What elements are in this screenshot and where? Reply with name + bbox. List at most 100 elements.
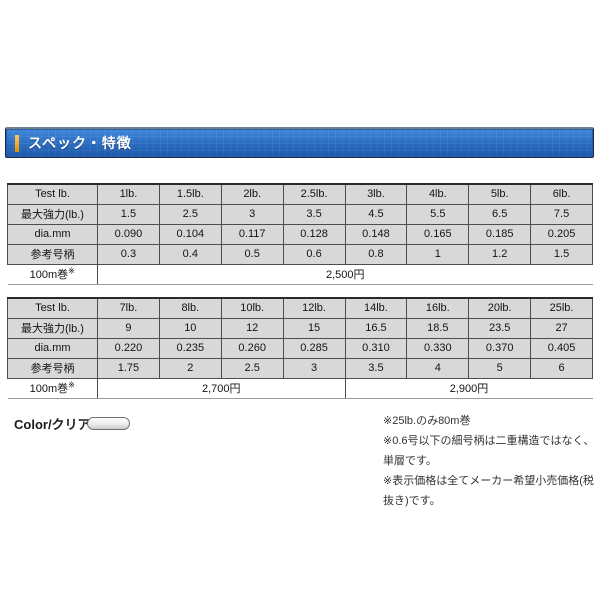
spec-cell: 1.5 <box>530 243 593 265</box>
spec-row-reference-size: 参考号柄 0.3 0.4 0.5 0.6 0.8 1 1.2 1.5 <box>7 243 593 265</box>
spec-cell: 3.5 <box>344 357 408 379</box>
spec-cell: 4.5 <box>344 203 408 225</box>
price-value: 2,500円 <box>97 263 593 285</box>
spec-cell: 10 <box>158 317 222 339</box>
spec-cell: 15 <box>282 317 346 339</box>
spec-cell: 10lb. <box>220 297 284 319</box>
spec-cell: 16.5 <box>344 317 408 339</box>
spec-cell: 0.185 <box>468 223 532 245</box>
spec-cell: 0.117 <box>220 223 284 245</box>
spec-cell: 0.235 <box>158 337 222 359</box>
price-row: 100m巻※ 2,500円 <box>7 263 593 285</box>
spec-cell: 0.8 <box>344 243 408 265</box>
price-row-label: 100m巻※ <box>7 377 98 399</box>
spec-cell: 8lb. <box>158 297 222 319</box>
spec-row-test-lb: Test lb. 7lb. 8lb. 10lb. 12lb. 14lb. 16l… <box>7 297 593 319</box>
footnotes: ※25lb.のみ80m巻 ※0.6号以下の細号柄は二重構造ではなく、単層です。 … <box>383 411 600 511</box>
spec-cell: 23.5 <box>468 317 532 339</box>
spec-cell: 1 <box>406 243 470 265</box>
spec-cell: 20lb. <box>468 297 532 319</box>
spec-cell: 6.5 <box>468 203 532 225</box>
spec-row-max-strength: 最大強力(lb.) 9 10 12 15 16.5 18.5 23.5 27 <box>7 317 593 339</box>
row-label: Test lb. <box>7 297 98 319</box>
spec-cell: 1.75 <box>97 357 160 379</box>
spec-cell: 0.090 <box>97 223 160 245</box>
spec-row-test-lb: Test lb. 1lb. 1.5lb. 2lb. 2.5lb. 3lb. 4l… <box>7 183 593 205</box>
row-label: 最大強力(lb.) <box>7 317 98 339</box>
spec-cell: 14lb. <box>344 297 408 319</box>
row-label: Test lb. <box>7 183 98 205</box>
spec-row-reference-size: 参考号柄 1.75 2 2.5 3 3.5 4 5 6 <box>7 357 593 379</box>
spec-cell: 4 <box>406 357 470 379</box>
spec-cell: 7.5 <box>530 203 593 225</box>
spec-table-light: Test lb. 1lb. 1.5lb. 2lb. 2.5lb. 3lb. 4l… <box>7 183 593 285</box>
spec-cell: 12 <box>220 317 284 339</box>
spec-table-heavy: Test lb. 7lb. 8lb. 10lb. 12lb. 14lb. 16l… <box>7 297 593 399</box>
spec-cell: 0.6 <box>282 243 346 265</box>
spec-cell: 3 <box>282 357 346 379</box>
section-header: スペック・特徴 <box>5 127 594 158</box>
spec-cell: 0.220 <box>97 337 160 359</box>
spec-cell: 0.310 <box>344 337 408 359</box>
spec-cell: 2.5 <box>158 203 222 225</box>
spec-cell: 0.148 <box>344 223 408 245</box>
spec-cell: 25lb. <box>530 297 593 319</box>
footnote-mark: ※ <box>68 380 75 390</box>
spec-cell: 16lb. <box>406 297 470 319</box>
clear-color-swatch <box>87 417 130 430</box>
spec-cell: 1.5lb. <box>158 183 222 205</box>
spec-cell: 12lb. <box>282 297 346 319</box>
price-value-left: 2,700円 <box>97 377 345 399</box>
spec-cell: 3.5 <box>282 203 346 225</box>
spec-cell: 0.205 <box>530 223 593 245</box>
spec-cell: 0.5 <box>220 243 284 265</box>
price-value-right: 2,900円 <box>344 377 593 399</box>
spec-cell: 6lb. <box>530 183 593 205</box>
orange-accent-bar <box>15 134 19 152</box>
spec-cell: 0.370 <box>468 337 532 359</box>
spec-cell: 0.165 <box>406 223 470 245</box>
spec-cell: 0.104 <box>158 223 222 245</box>
spec-cell: 0.285 <box>282 337 346 359</box>
spec-cell: 0.3 <box>97 243 160 265</box>
footnote-80m: ※25lb.のみ80m巻 <box>383 415 471 427</box>
footnote-mark: ※ <box>68 266 75 276</box>
row-label: 参考号柄 <box>7 243 98 265</box>
spec-cell: 0.405 <box>530 337 593 359</box>
spec-cell: 4lb. <box>406 183 470 205</box>
price-row-label: 100m巻※ <box>7 263 98 285</box>
spec-cell: 0.330 <box>406 337 470 359</box>
footnote-price-disclaimer: ※表示価格は全てメーカー希望小売価格(税抜き)です。 <box>383 475 594 507</box>
spec-cell: 1lb. <box>97 183 160 205</box>
spec-cell: 3lb. <box>344 183 408 205</box>
spec-cell: 5 <box>468 357 532 379</box>
spec-cell: 18.5 <box>406 317 470 339</box>
row-label: dia.mm <box>7 337 98 359</box>
row-label: 最大強力(lb.) <box>7 203 98 225</box>
spec-cell: 0.128 <box>282 223 346 245</box>
spec-cell: 9 <box>97 317 160 339</box>
section-title: スペック・特徴 <box>28 135 132 151</box>
row-label: 参考号柄 <box>7 357 98 379</box>
spec-row-diameter: dia.mm 0.090 0.104 0.117 0.128 0.148 0.1… <box>7 223 593 245</box>
spec-row-diameter: dia.mm 0.220 0.235 0.260 0.285 0.310 0.3… <box>7 337 593 359</box>
spec-cell: 2lb. <box>220 183 284 205</box>
spec-cell: 2.5 <box>220 357 284 379</box>
spec-cell: 27 <box>530 317 593 339</box>
spec-cell: 6 <box>530 357 593 379</box>
price-row: 100m巻※ 2,700円 2,900円 <box>7 377 593 399</box>
spec-cell: 2 <box>158 357 222 379</box>
spec-cell: 5lb. <box>468 183 532 205</box>
spec-cell: 0.4 <box>158 243 222 265</box>
spec-cell: 3 <box>220 203 284 225</box>
spec-cell: 0.260 <box>220 337 284 359</box>
spec-cell: 5.5 <box>406 203 470 225</box>
spec-cell: 2.5lb. <box>282 183 346 205</box>
spec-row-max-strength: 最大強力(lb.) 1.5 2.5 3 3.5 4.5 5.5 6.5 7.5 <box>7 203 593 225</box>
spec-cell: 1.5 <box>97 203 160 225</box>
spec-cell: 1.2 <box>468 243 532 265</box>
color-section-label: Color/クリア <box>14 417 91 432</box>
footnote-single-layer: ※0.6号以下の細号柄は二重構造ではなく、単層です。 <box>383 435 595 467</box>
spec-cell: 7lb. <box>97 297 160 319</box>
